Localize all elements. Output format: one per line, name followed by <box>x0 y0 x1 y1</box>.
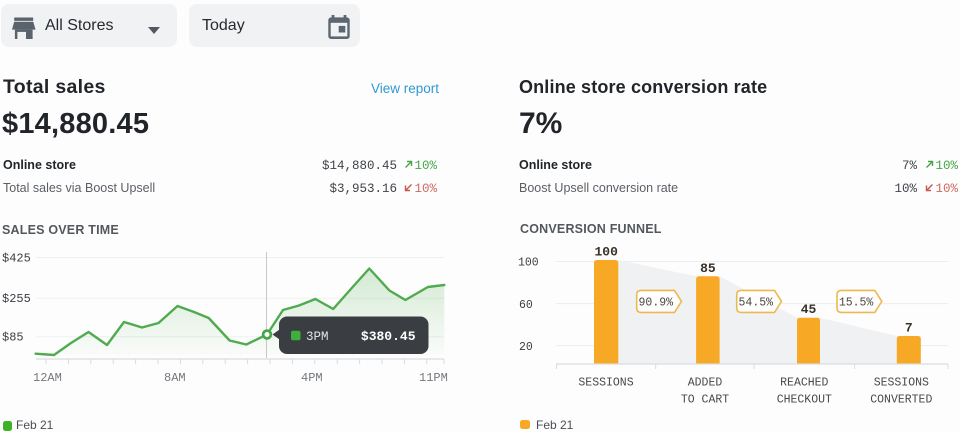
svg-text:$85: $85 <box>2 331 24 345</box>
svg-text:12AM: 12AM <box>33 371 62 385</box>
svg-text:REACHED: REACHED <box>780 377 828 390</box>
svg-text:8AM: 8AM <box>164 371 186 385</box>
svg-text:CONVERTED: CONVERTED <box>870 394 932 407</box>
svg-text:CHECKOUT: CHECKOUT <box>777 394 832 407</box>
svg-text:60: 60 <box>519 299 533 312</box>
svg-text:$255: $255 <box>2 292 31 306</box>
svg-text:54.5%: 54.5% <box>739 297 774 310</box>
svg-text:ADDED: ADDED <box>688 377 723 390</box>
svg-text:90.9%: 90.9% <box>639 297 674 310</box>
svg-text:7: 7 <box>905 321 913 336</box>
svg-text:$425: $425 <box>2 252 31 266</box>
svg-text:SESSIONS: SESSIONS <box>578 377 633 390</box>
svg-text:11PM: 11PM <box>419 371 448 385</box>
svg-text:20: 20 <box>519 341 533 354</box>
svg-text:TO CART: TO CART <box>681 394 729 407</box>
svg-text:45: 45 <box>801 302 817 317</box>
svg-text:3PM: 3PM <box>306 330 329 344</box>
svg-text:SESSIONS: SESSIONS <box>874 377 929 390</box>
svg-text:100: 100 <box>518 257 539 270</box>
svg-text:15.5%: 15.5% <box>839 297 874 310</box>
svg-text:85: 85 <box>700 261 716 276</box>
svg-text:4PM: 4PM <box>301 371 323 385</box>
svg-text:$380.45: $380.45 <box>361 329 416 344</box>
svg-text:100: 100 <box>594 245 618 260</box>
